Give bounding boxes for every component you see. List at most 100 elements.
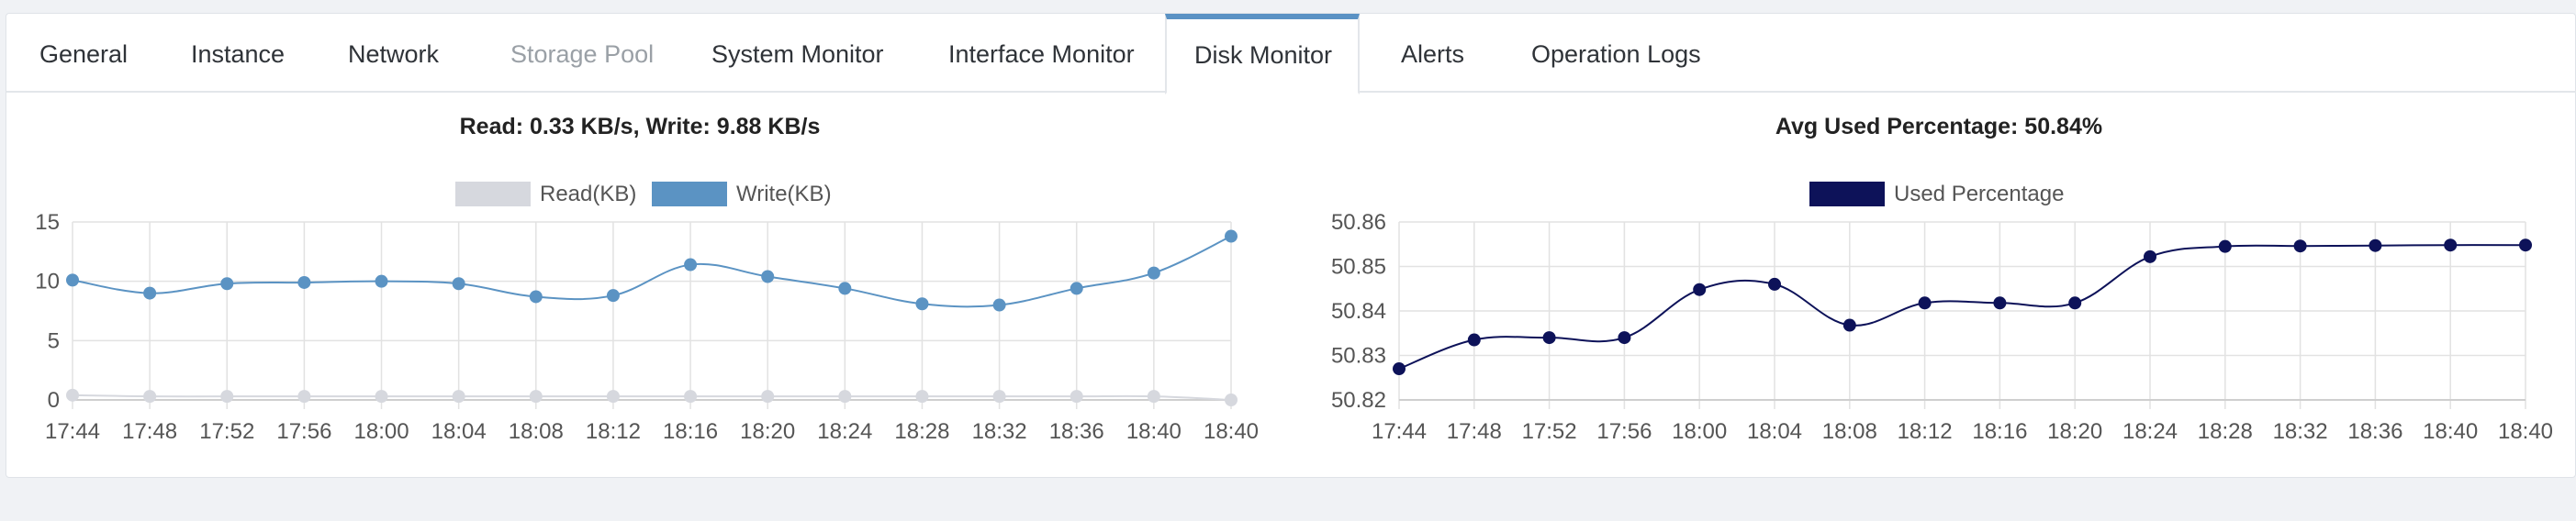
write-series-point — [684, 258, 698, 272]
read-series-point — [452, 390, 465, 404]
tab-instance[interactable]: Instance — [191, 40, 286, 68]
tab-bar: General Instance Network Storage Pool Sy… — [6, 14, 2576, 94]
x-tick-label: 18:04 — [431, 419, 487, 444]
read-series-point — [143, 390, 157, 404]
x-tick-label: 18:12 — [586, 419, 641, 444]
x-tick-label: 17:48 — [1447, 419, 1502, 444]
legend-write[interactable]: Write(KB) — [652, 180, 863, 207]
x-tick-label: 18:04 — [1747, 419, 1802, 444]
tab-operation-logs[interactable]: Operation Logs — [1531, 40, 1701, 68]
io-chart-title: Read: 0.33 KB/s, Write: 9.88 KB/s — [459, 114, 821, 139]
x-tick-label: 18:00 — [1672, 419, 1727, 444]
write-series-point — [529, 290, 543, 304]
x-tick-label: 17:52 — [1522, 419, 1577, 444]
write-series-point — [606, 289, 620, 303]
x-tick-label: 18:36 — [2347, 419, 2402, 444]
legend-read-swatch — [455, 182, 531, 206]
used-percentage-series-point — [1993, 296, 2007, 310]
legend-used-swatch — [1809, 182, 1885, 206]
read-series-point — [297, 390, 311, 404]
read-series-point — [606, 390, 620, 404]
legend-used-percentage[interactable]: Used Percentage — [1809, 180, 2085, 207]
legend-write-swatch — [652, 182, 727, 206]
read-series-point — [684, 390, 698, 404]
x-tick-label: 18:40 — [2423, 419, 2478, 444]
x-tick-label: 18:08 — [1822, 419, 1877, 444]
used-percentage-series-point — [1693, 283, 1707, 296]
x-tick-label: 18:24 — [2122, 419, 2178, 444]
y-tick-label: 10 — [35, 270, 60, 294]
used-percentage-series-point — [2144, 249, 2156, 263]
read-series-point — [1070, 390, 1083, 404]
x-tick-label: 18:32 — [2273, 419, 2328, 444]
used-percentage-series-point — [1618, 331, 1631, 345]
tab-storage-pool[interactable]: Storage Pool — [510, 40, 655, 68]
legend-write-label: Write(KB) — [736, 182, 832, 206]
x-tick-label: 18:00 — [354, 419, 409, 444]
tab-general[interactable]: General — [39, 40, 129, 68]
x-tick-label: 18:28 — [2198, 419, 2253, 444]
read-series-point — [375, 390, 388, 404]
x-tick-label: 18:08 — [509, 419, 564, 444]
read-series-point — [66, 388, 79, 402]
write-series-point — [1225, 229, 1238, 243]
used-percentage-series-point — [2444, 238, 2458, 252]
used-percentage-series-point — [2068, 296, 2082, 310]
x-tick-label: 18:16 — [1972, 419, 2027, 444]
y-tick-label: 50.85 — [1331, 255, 1386, 280]
used-percentage-series-point — [1542, 331, 1556, 345]
write-series-point — [297, 275, 311, 289]
tab-alerts[interactable]: Alerts — [1401, 40, 1465, 68]
tab-disk-monitor[interactable]: Disk Monitor — [1165, 14, 1360, 94]
read-series-point — [529, 390, 543, 404]
legend-read[interactable]: Read(KB) — [455, 180, 666, 207]
x-tick-label: 17:56 — [276, 419, 331, 444]
x-tick-label: 18:40 — [2498, 419, 2553, 444]
read-series-point — [838, 390, 852, 404]
x-tick-label: 18:40 — [1126, 419, 1182, 444]
read-series-line — [72, 394, 1232, 401]
write-series-point — [915, 297, 929, 311]
read-series-point — [915, 390, 929, 404]
x-tick-label: 17:52 — [199, 419, 254, 444]
read-series-point — [220, 390, 234, 404]
y-tick-label: 15 — [35, 210, 60, 235]
write-series-point — [452, 277, 465, 291]
tab-interface-monitor[interactable]: Interface Monitor — [948, 40, 1135, 68]
x-tick-label: 17:56 — [1596, 419, 1652, 444]
write-series-line — [72, 235, 1232, 308]
y-tick-label: 50.84 — [1331, 299, 1386, 324]
used-percentage-series-point — [2369, 238, 2382, 252]
used-percentage-series-point — [1918, 296, 1932, 310]
used-percentage-series-point — [2293, 239, 2307, 253]
legend-read-label: Read(KB) — [540, 182, 637, 206]
x-tick-label: 18:40 — [1204, 419, 1259, 444]
used-percentage-series-point — [2218, 239, 2232, 253]
usage-chart: 50.82 50.83 50.84 50.85 50.86 17:44 17:48 17:52… — [1331, 210, 2553, 444]
y-tick-label: 50.82 — [1331, 388, 1386, 413]
x-tick-label: 18:36 — [1049, 419, 1104, 444]
tab-system-monitor[interactable]: System Monitor — [711, 40, 884, 68]
x-tick-label: 17:48 — [122, 419, 177, 444]
write-series-point — [143, 286, 157, 300]
x-tick-label: 17:44 — [45, 419, 100, 444]
write-series-point — [1070, 282, 1083, 295]
read-series-point — [1147, 390, 1160, 404]
write-series-point — [66, 273, 79, 287]
y-tick-label: 50.83 — [1331, 344, 1386, 369]
write-series-point — [375, 274, 388, 288]
x-tick-label: 17:44 — [1372, 419, 1427, 444]
write-series-point — [1147, 266, 1160, 280]
used-percentage-series-point — [1768, 277, 1781, 291]
y-tick-label: 0 — [48, 388, 60, 413]
y-tick-label: 50.86 — [1331, 210, 1386, 235]
used-percentage-series-point — [1842, 318, 1856, 332]
used-percentage-series-point — [2519, 238, 2532, 252]
x-tick-label: 18:24 — [817, 419, 872, 444]
tab-network[interactable]: Network — [348, 40, 440, 68]
read-series-point — [992, 390, 1006, 404]
usage-chart-title: Avg Used Percentage: 50.84% — [1775, 114, 2103, 139]
x-tick-label: 18:12 — [1898, 419, 1953, 444]
used-percentage-series-point — [1467, 333, 1481, 347]
write-series-point — [761, 270, 775, 283]
